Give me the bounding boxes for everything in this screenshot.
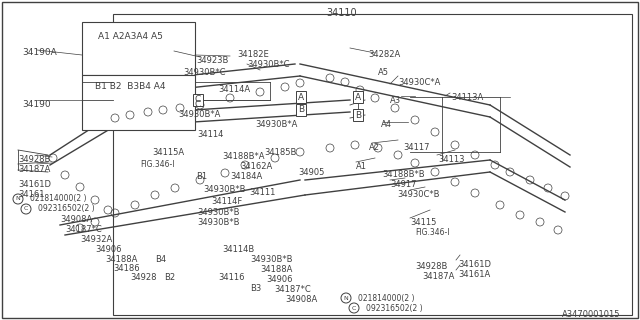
Text: 34917: 34917 [390,180,417,189]
Text: A4: A4 [381,120,392,129]
Text: C: C [195,95,201,105]
Text: 34114F: 34114F [211,197,243,206]
Text: A2: A2 [369,143,380,152]
Text: 34930B*A: 34930B*A [255,120,298,129]
Text: 34161D: 34161D [458,260,491,269]
Text: 34930B*B: 34930B*B [197,208,239,217]
Text: A5: A5 [378,68,389,77]
Text: A: A [355,92,361,101]
Text: 34930C*B: 34930C*B [397,190,440,199]
Text: B2: B2 [164,273,175,282]
Text: 34282A: 34282A [368,50,400,59]
Bar [82,75,195,130]
Text: 092316502(2 ): 092316502(2 ) [366,303,422,313]
Text: 34186: 34186 [113,264,140,273]
Text: 34930B*B: 34930B*B [250,255,292,264]
Text: B3: B3 [250,284,261,293]
Text: 34190A: 34190A [22,48,57,57]
Text: 34184A: 34184A [230,172,262,181]
Text: 34906: 34906 [95,245,122,254]
Text: 34930B*C: 34930B*C [247,60,289,69]
Text: A3470001015: A3470001015 [561,310,620,319]
Text: 34930C*A: 34930C*A [398,78,440,87]
Text: C: C [24,206,28,212]
Text: 34187*C: 34187*C [65,225,102,234]
Text: 34188B*B: 34188B*B [382,170,424,179]
Text: 34905: 34905 [298,168,324,177]
Text: C: C [352,306,356,310]
Bar [82,22,195,75]
Text: 34908A: 34908A [285,295,317,304]
Text: 34161A: 34161A [458,270,490,279]
Text: 34190: 34190 [22,100,51,109]
Text: 34115A: 34115A [152,148,184,157]
Text: 34182E: 34182E [237,50,269,59]
Text: 34161: 34161 [18,190,45,199]
Text: 34116: 34116 [218,273,244,282]
Text: 34930B*B: 34930B*B [203,185,246,194]
Text: 34185B: 34185B [264,148,296,157]
Text: 34928B: 34928B [18,155,51,164]
Text: 34930B*B: 34930B*B [197,218,239,227]
Text: 34114B: 34114B [222,245,254,254]
Text: 34117: 34117 [403,143,429,152]
Text: 34928: 34928 [130,273,157,282]
Text: B: B [298,106,304,115]
Text: 34114A: 34114A [218,85,250,94]
Text: 34161D: 34161D [18,180,51,189]
Text: 34906: 34906 [266,275,292,284]
Text: B: B [355,110,361,119]
Text: 34188A: 34188A [260,265,292,274]
Text: A: A [298,92,304,101]
Text: 092316502(2 ): 092316502(2 ) [38,204,95,213]
Text: 34930B*C: 34930B*C [183,68,225,77]
Text: FIG.346-I: FIG.346-I [140,160,175,169]
Text: 34187*C: 34187*C [274,285,311,294]
Text: 34187A: 34187A [422,272,454,281]
Text: 34114: 34114 [197,130,223,139]
Text: 34110: 34110 [326,8,357,18]
Bar [113,14,632,315]
Text: 34162A: 34162A [240,162,272,171]
Text: 34188A: 34188A [105,255,138,264]
Text: 34188B*A: 34188B*A [222,152,264,161]
Text: 021814000(2 ): 021814000(2 ) [30,195,86,204]
Text: 021814000(2 ): 021814000(2 ) [358,293,415,302]
Text: 34908A: 34908A [60,215,92,224]
Text: 34113: 34113 [438,155,465,164]
Text: 34923B: 34923B [196,56,228,65]
Text: 34187A: 34187A [18,165,51,174]
Text: FIG.346-I: FIG.346-I [415,228,449,237]
Text: B1: B1 [196,172,207,181]
Text: N: N [15,196,20,202]
Text: C: C [195,100,201,109]
Text: 34113A: 34113A [451,93,483,102]
Text: A1 A2A3A4 A5: A1 A2A3A4 A5 [97,32,163,41]
Text: 34930B*A: 34930B*A [178,110,220,119]
Text: 34115: 34115 [410,218,436,227]
Text: B4: B4 [155,255,166,264]
Text: B1 B2  B3B4 A4: B1 B2 B3B4 A4 [95,82,165,91]
Text: A3: A3 [390,96,401,105]
Text: 34111: 34111 [249,188,275,197]
Text: A1: A1 [356,162,367,171]
Text: N: N [344,295,348,300]
Text: 34928B: 34928B [415,262,447,271]
Text: 34932A: 34932A [80,235,112,244]
